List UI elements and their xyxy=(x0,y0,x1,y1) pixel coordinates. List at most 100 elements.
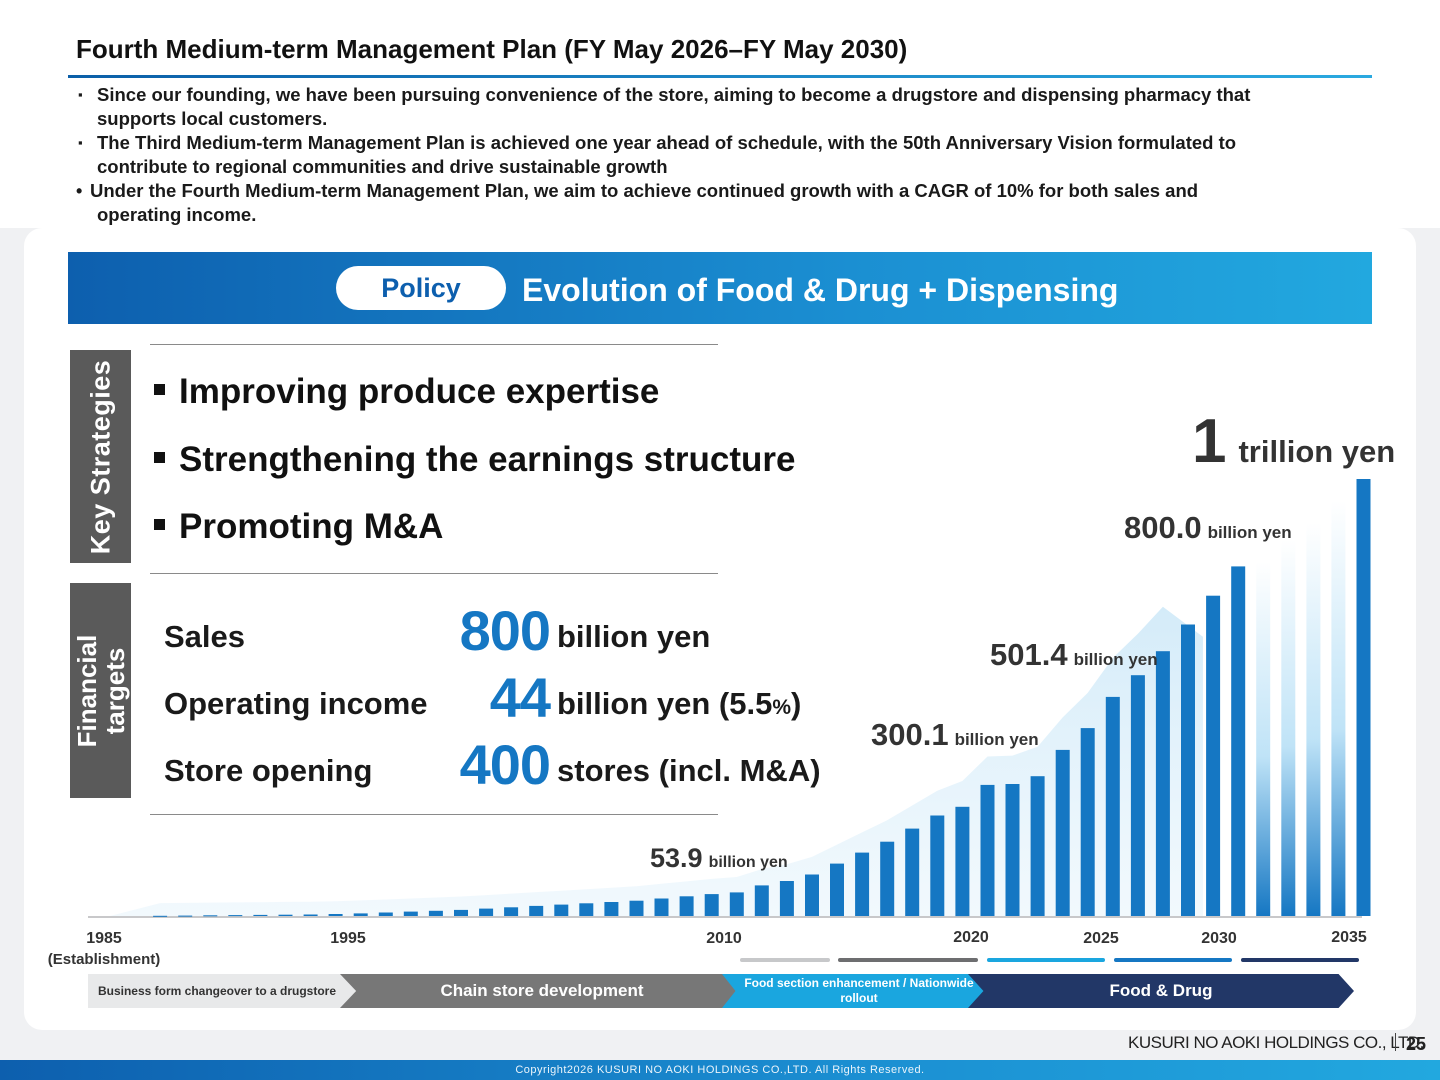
data-label-value: 501.4 xyxy=(990,637,1068,672)
chart-bar-1988 xyxy=(178,915,193,917)
phase-label: Business form changeover to a drugstore xyxy=(97,984,337,998)
chart-bar-2019 xyxy=(955,806,970,917)
data-label-2025: 501.4 billion yen xyxy=(990,637,1158,672)
target-unit-number: 5.5 xyxy=(729,686,773,721)
financial-targets-label-line1: Financial xyxy=(71,634,102,747)
target-row-sales: Sales 800 xyxy=(164,599,551,663)
chart-bar-1987 xyxy=(153,915,168,917)
chart-bar-2007 xyxy=(654,898,669,916)
title-underline xyxy=(68,75,1372,78)
page-number: 25 xyxy=(1406,1034,1427,1054)
bullet-text: supports local customers. xyxy=(97,108,328,129)
target-label: Store opening xyxy=(164,753,373,788)
policy-badge: Policy xyxy=(336,266,506,310)
x-tick-label: 2010 xyxy=(706,930,742,947)
chart-bar-2009 xyxy=(704,894,719,916)
policy-banner xyxy=(68,252,1372,324)
chart-bar-2004 xyxy=(579,903,594,916)
phase-drugstore-changeover: Business form changeover to a drugstore xyxy=(88,974,360,1008)
chart-bar-1998 xyxy=(428,910,443,916)
company-name: KUSURI NO AOKI HOLDINGS CO., LTD. xyxy=(1128,1033,1424,1052)
data-label-2035: 1 trillion yen xyxy=(1192,407,1395,476)
target-label: Sales xyxy=(164,619,246,654)
chart-bar-2011 xyxy=(754,885,769,916)
chart-bar-2025 xyxy=(1105,696,1120,916)
chart-bar-1997 xyxy=(403,911,418,916)
bullet-text: operating income. xyxy=(97,204,257,225)
data-label-value: 800.0 xyxy=(1124,510,1202,545)
summary-bullets: ▪ Since our founding, we have been pursu… xyxy=(76,83,1376,227)
chart-bar-1989 xyxy=(203,915,218,917)
chart-bar-2000 xyxy=(479,908,494,916)
phase-segment xyxy=(1114,958,1232,962)
data-label-2010: 53.9 billion yen xyxy=(650,843,788,873)
chart-bar-1996 xyxy=(378,912,393,916)
growth-area-shape xyxy=(110,606,1203,916)
chart-bar-2018 xyxy=(930,815,945,916)
chart-bar-1993 xyxy=(303,914,318,916)
strategy-item: Improving produce expertise xyxy=(154,372,659,412)
phase-food-and-drug: Food & Drug xyxy=(968,974,1354,1008)
square-bullet-icon xyxy=(154,452,165,464)
x-sub-label: (Establishment) xyxy=(48,951,161,968)
phase-segment xyxy=(740,958,830,962)
phase-segment xyxy=(1241,958,1359,962)
page-separator xyxy=(1395,1033,1396,1051)
page-title: Fourth Medium-term Management Plan (FY M… xyxy=(76,34,908,64)
strategy-item: Strengthening the earnings structure xyxy=(154,440,795,480)
target-unit-percent: % xyxy=(772,696,792,719)
x-tick-label: 1995 xyxy=(330,930,366,947)
divider xyxy=(150,814,718,815)
strategy-text: Improving produce expertise xyxy=(179,372,660,411)
x-tick-label: 2020 xyxy=(953,929,989,946)
chart-bar-2033 xyxy=(1306,522,1321,916)
chart-bar-2008 xyxy=(679,896,694,916)
target-value: 44 xyxy=(489,666,551,729)
target-unit: billion yen xyxy=(557,619,711,654)
data-label-2020: 300.1 billion yen xyxy=(871,717,1039,752)
target-row-store-opening: Store opening 400 xyxy=(164,733,551,797)
divider xyxy=(150,573,718,574)
data-label-unit: billion yen xyxy=(1074,650,1158,669)
target-value: 800 xyxy=(459,599,551,662)
chart-bar-2013 xyxy=(805,874,819,916)
data-label-2030: 800.0 billion yen xyxy=(1124,510,1292,545)
copyright-footer: Copyright2026 KUSURI NO AOKI HOLDINGS CO… xyxy=(0,1060,1440,1080)
financial-targets-label: Financial targets xyxy=(70,583,131,798)
dot-bullet-icon: • xyxy=(76,181,83,201)
data-label-unit: billion yen xyxy=(955,730,1039,749)
bullet-item: ▪ Since our founding, we have been pursu… xyxy=(76,83,1376,131)
chart-bar-1995 xyxy=(353,913,368,916)
square-bullet-icon xyxy=(154,384,165,396)
chart-bar-2024 xyxy=(1080,728,1095,916)
phase-chain-store: Chain store development xyxy=(340,974,744,1008)
phase-label: Food section enhancement / Nationwide ro… xyxy=(744,976,974,1005)
x-tick-label: 2035 xyxy=(1331,929,1367,946)
financial-targets-label-text: Financial targets xyxy=(71,634,130,747)
bullet-text: Since our founding, we have been pursuin… xyxy=(97,84,1251,105)
chart-bar-2015 xyxy=(855,852,870,916)
target-label: Operating income xyxy=(164,686,428,721)
data-label-unit: billion yen xyxy=(1208,523,1292,542)
financial-targets-label-line2: targets xyxy=(99,647,130,734)
chart-bar-2017 xyxy=(905,828,920,916)
target-unit-text: billion yen ( xyxy=(557,686,730,721)
chart-bar-2030 xyxy=(1231,566,1246,916)
bullet-text: The Third Medium-term Management Plan is… xyxy=(97,132,1237,153)
square-bullet-icon xyxy=(154,519,165,531)
chart-bar-2016 xyxy=(880,841,895,916)
bullet-text: Under the Fourth Medium-term Management … xyxy=(90,180,1199,201)
data-label-value: 300.1 xyxy=(871,717,949,752)
chart-bar-2001 xyxy=(504,907,519,916)
chart-bar-2005 xyxy=(604,902,619,916)
data-label-unit: billion yen xyxy=(709,854,788,871)
chart-bar-1994 xyxy=(328,914,343,916)
chart-bar-2020 xyxy=(980,784,995,916)
square-bullet-icon: ▪ xyxy=(78,135,83,150)
strategy-text: Strengthening the earnings structure xyxy=(179,440,796,479)
bullet-item: • Under the Fourth Medium-term Managemen… xyxy=(76,179,1376,227)
chart-bar-2002 xyxy=(529,905,544,916)
target-value: 400 xyxy=(459,733,551,796)
chart-bar-2023 xyxy=(1055,749,1070,916)
